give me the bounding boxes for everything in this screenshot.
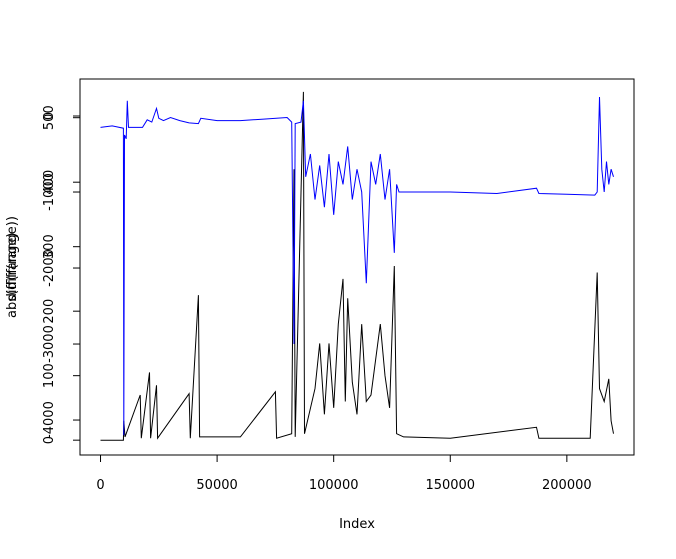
y-axis-label: abs(diff(range)): [5, 216, 20, 318]
x-tick-label: 100000: [309, 478, 359, 493]
y2-tick-label: -2000: [42, 249, 57, 287]
x-axis-label: Index: [339, 517, 375, 532]
y-tick-label: 300: [42, 234, 57, 259]
y2-tick-label: -1000: [42, 173, 57, 211]
y2-axis-label: diff(range): [5, 233, 20, 302]
data-line: [100, 91, 614, 441]
y-tick-label: 200: [42, 299, 57, 324]
data-line: [100, 96, 614, 436]
y-tick-label: 100: [42, 363, 57, 388]
x-tick-label: 200000: [542, 478, 592, 493]
y2-tick-label: -3000: [42, 325, 57, 363]
y2-tick-label: 0: [42, 112, 57, 120]
x-tick-label: 150000: [425, 478, 475, 493]
y-tick-label: 400: [42, 170, 57, 195]
x-tick-label: 50000: [196, 478, 237, 493]
plot-box: [79, 78, 635, 456]
x-tick-label: 0: [96, 478, 104, 493]
y2-tick-label: -4000: [42, 401, 57, 439]
y-tick-label: 0: [42, 436, 57, 444]
y-tick-label: 500: [42, 105, 57, 130]
